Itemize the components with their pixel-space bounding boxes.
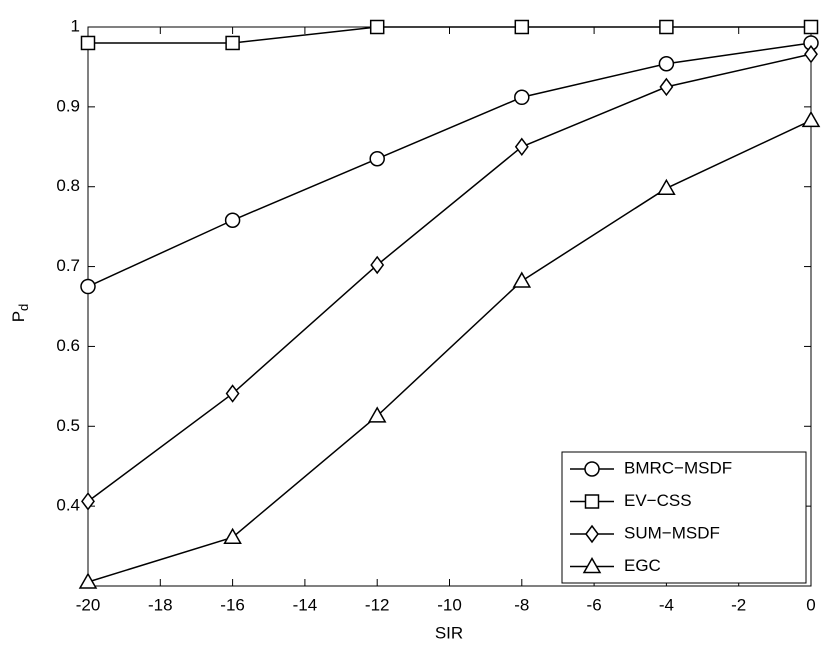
x-tick-label: -10 [437,595,462,614]
marker [514,137,529,157]
marker [803,19,819,35]
y-tick-label: 0.7 [56,256,80,275]
marker [225,384,240,403]
x-tick-label: -8 [514,595,529,614]
x-axis-label: SIR [435,623,463,642]
x-tick-label: -4 [659,595,674,614]
legend-label: EGC [624,556,661,575]
series-line [87,53,812,502]
y-tick-label: 1 [71,16,80,35]
legend-marker [584,494,600,509]
marker [80,35,96,51]
legend-label: EV−CSS [624,491,692,510]
x-tick-label: -14 [293,595,318,614]
y-tick-label: 0.5 [56,416,80,435]
y-tick-label: 0.4 [56,496,80,515]
marker [804,44,818,64]
legend-label: SUM−MSDF [624,523,720,542]
legend-marker [582,556,602,574]
y-axis-label-main: P [9,311,28,322]
x-tick-label: -2 [731,595,746,614]
x-tick-label: -16 [220,595,245,614]
x-tick-label: -6 [587,595,602,614]
marker [512,271,532,288]
legend-marker [584,461,600,477]
marker [369,19,385,35]
marker [225,35,240,51]
marker [659,77,674,97]
marker [514,19,530,35]
marker [80,278,96,295]
marker [369,151,385,167]
x-tick-label: -20 [76,595,101,614]
series-line [87,42,812,288]
legend-box [561,451,807,584]
series-line [87,119,812,583]
x-tick-label: -12 [365,595,390,614]
y-tick-label: 0.9 [56,96,80,115]
y-axis-label-sub: d [16,304,31,311]
marker [658,55,675,72]
x-tick-label: 0 [806,595,815,614]
marker [657,178,676,196]
marker [81,492,95,511]
marker [223,527,242,545]
y-axis-label: Pd [9,304,31,323]
marker [367,406,387,423]
marker [224,212,241,229]
y-tick-label: 0.8 [56,176,80,195]
x-tick-label: -18 [148,595,173,614]
legend-label: BMRC−MSDF [624,458,732,477]
marker [78,572,98,589]
y-tick-label: 0.6 [56,336,80,355]
series-line [88,26,811,44]
marker [514,89,530,106]
legend-marker [585,524,599,544]
marker [801,110,821,128]
marker [370,255,385,275]
marker [659,19,674,35]
